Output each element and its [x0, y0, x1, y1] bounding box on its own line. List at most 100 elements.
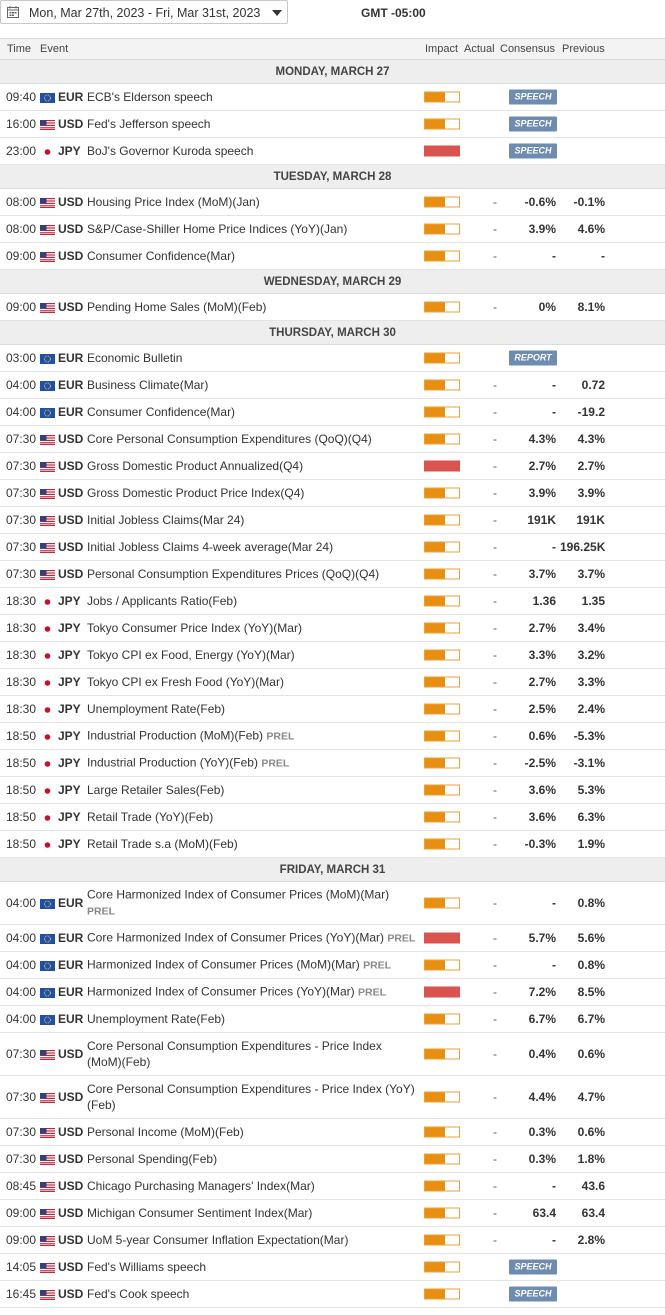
event-name[interactable]: Gross Domestic Product Annualized(Q4): [87, 458, 417, 474]
event-name[interactable]: Industrial Production (YoY)(Feb) PREL: [87, 755, 417, 772]
event-name[interactable]: Housing Price Index (MoM)(Jan): [87, 194, 417, 210]
event-name[interactable]: Fed's Cook speech: [87, 1286, 417, 1302]
event-name[interactable]: Core Harmonized Index of Consumer Prices…: [87, 930, 417, 947]
event-title[interactable]: ECB's Elderson speech: [87, 90, 213, 104]
event-title[interactable]: Core Personal Consumption Expenditures (…: [87, 432, 372, 446]
event-name[interactable]: Unemployment Rate(Feb): [87, 701, 417, 717]
event-title[interactable]: Initial Jobless Claims 4-week average(Ma…: [87, 540, 334, 554]
table-row[interactable]: 08:00 USD S&P/Case-Shiller Home Price Indi…: [0, 216, 665, 243]
table-row[interactable]: 04:00 EUR Harmonized Index of Consumer Pri…: [0, 952, 665, 979]
event-title[interactable]: BoJ's Governor Kuroda speech: [87, 144, 254, 158]
event-name[interactable]: Personal Consumption Expenditures Prices…: [87, 566, 417, 582]
table-row[interactable]: 09:00 USD UoM 5-year Consumer Inflation Ex…: [0, 1227, 665, 1254]
event-name[interactable]: Retail Trade s.a (MoM)(Feb): [87, 836, 417, 852]
event-name[interactable]: Core Personal Consumption Expenditures (…: [87, 431, 417, 447]
table-row[interactable]: 04:00 EUR Unemployment Rate(Feb) - 6.7% 6.7%: [0, 1006, 665, 1033]
table-row[interactable]: 09:00 USD Consumer Confidence(Mar) - - -: [0, 243, 665, 270]
table-row[interactable]: 04:00 EUR Consumer Confidence(Mar) - - -19.2: [0, 399, 665, 426]
table-row[interactable]: 04:00 EUR Core Harmonized Index of Consume…: [0, 925, 665, 952]
event-name[interactable]: Personal Income (MoM)(Feb): [87, 1124, 417, 1140]
event-title[interactable]: Harmonized Index of Consumer Prices (MoM…: [87, 957, 360, 972]
event-title[interactable]: Core Personal Consumption Expenditures -…: [87, 1082, 415, 1112]
event-title[interactable]: Consumer Confidence(Mar): [87, 249, 236, 263]
table-row[interactable]: 07:30 USD Core Personal Consumption Expend…: [0, 1076, 665, 1119]
speech-badge[interactable]: SPEECH: [509, 1259, 557, 1275]
event-name[interactable]: Harmonized Index of Consumer Prices (YoY…: [87, 984, 417, 1001]
event-name[interactable]: Core Harmonized Index of Consumer Prices…: [87, 887, 417, 920]
event-title[interactable]: Harmonized Index of Consumer Prices (YoY…: [87, 984, 355, 999]
event-name[interactable]: Business Climate(Mar): [87, 377, 417, 393]
event-title[interactable]: Initial Jobless Claims(Mar 24): [87, 513, 245, 527]
event-name[interactable]: Personal Spending(Feb): [87, 1151, 417, 1167]
event-name[interactable]: Consumer Confidence(Mar): [87, 404, 417, 420]
event-name[interactable]: Core Personal Consumption Expenditures -…: [87, 1038, 417, 1070]
table-row[interactable]: 04:00 EUR Harmonized Index of Consumer Pri…: [0, 979, 665, 1006]
event-title[interactable]: Core Harmonized Index of Consumer Prices…: [87, 930, 384, 945]
event-name[interactable]: Harmonized Index of Consumer Prices (MoM…: [87, 957, 417, 974]
event-title[interactable]: Pending Home Sales (MoM)(Feb): [87, 300, 267, 314]
event-title[interactable]: Industrial Production (YoY)(Feb): [87, 755, 258, 770]
table-row[interactable]: 07:30 USD Gross Domestic Product Annualize…: [0, 453, 665, 480]
table-row[interactable]: 07:30 USD Gross Domestic Product Price Ind…: [0, 480, 665, 507]
table-row[interactable]: 09:00 USD Michigan Consumer Sentiment Inde…: [0, 1200, 665, 1227]
event-title[interactable]: Business Climate(Mar): [87, 378, 209, 392]
event-name[interactable]: ECB's Elderson speech: [87, 89, 417, 105]
event-name[interactable]: UoM 5-year Consumer Inflation Expectatio…: [87, 1232, 417, 1248]
event-name[interactable]: Industrial Production (MoM)(Feb) PREL: [87, 728, 417, 745]
table-row[interactable]: 04:00 EUR Core Harmonized Index of Consume…: [0, 882, 665, 925]
event-title[interactable]: Chicago Purchasing Managers' Index(Mar): [87, 1179, 315, 1193]
event-title[interactable]: S&P/Case-Shiller Home Price Indices (YoY…: [87, 222, 348, 236]
event-title[interactable]: Jobs / Applicants Ratio(Feb): [87, 594, 238, 608]
table-row[interactable]: 18:50 JPY Industrial Production (YoY)(Feb)…: [0, 750, 665, 777]
event-name[interactable]: Unemployment Rate(Feb): [87, 1011, 417, 1027]
event-name[interactable]: Economic Bulletin: [87, 350, 417, 366]
event-title[interactable]: Housing Price Index (MoM)(Jan): [87, 195, 260, 209]
table-row[interactable]: 07:30 USD Core Personal Consumption Expend…: [0, 426, 665, 453]
table-row[interactable]: 09:00 USD Pending Home Sales (MoM)(Feb) - 0%…: [0, 294, 665, 321]
event-name[interactable]: BoJ's Governor Kuroda speech: [87, 143, 417, 159]
event-name[interactable]: Tokyo CPI ex Food, Energy (YoY)(Mar): [87, 647, 417, 663]
speech-badge[interactable]: SPEECH: [509, 89, 557, 105]
event-name[interactable]: Jobs / Applicants Ratio(Feb): [87, 593, 417, 609]
event-title[interactable]: Unemployment Rate(Feb): [87, 702, 226, 716]
table-row[interactable]: 09:40 EUR ECB's Elderson speech SPEECH: [0, 84, 665, 111]
table-row[interactable]: 03:00 EUR Economic Bulletin REPORT: [0, 345, 665, 372]
event-title[interactable]: Consumer Confidence(Mar): [87, 405, 236, 419]
table-row[interactable]: 23:00 JPY BoJ's Governor Kuroda speech SPEE…: [0, 138, 665, 165]
chevron-down-icon[interactable]: [272, 10, 282, 16]
event-title[interactable]: Retail Trade s.a (MoM)(Feb): [87, 837, 238, 851]
event-name[interactable]: Gross Domestic Product Price Index(Q4): [87, 485, 417, 501]
table-row[interactable]: 07:30 USD Initial Jobless Claims 4-week av…: [0, 534, 665, 561]
table-row[interactable]: 18:30 JPY Tokyo Consumer Price Index (YoY)…: [0, 615, 665, 642]
report-badge[interactable]: REPORT: [509, 350, 557, 366]
event-title[interactable]: Tokyo CPI ex Food, Energy (YoY)(Mar): [87, 648, 295, 662]
event-title[interactable]: Gross Domestic Product Annualized(Q4): [87, 459, 304, 473]
table-row[interactable]: 18:30 JPY Tokyo CPI ex Food, Energy (YoY)(…: [0, 642, 665, 669]
table-row[interactable]: 18:30 JPY Unemployment Rate(Feb) - 2.5% 2.4%: [0, 696, 665, 723]
event-name[interactable]: Fed's Jefferson speech: [87, 116, 417, 132]
speech-badge[interactable]: SPEECH: [509, 1286, 557, 1302]
event-name[interactable]: Michigan Consumer Sentiment Index(Mar): [87, 1205, 417, 1221]
table-row[interactable]: 07:30 USD Personal Consumption Expenditure…: [0, 561, 665, 588]
speech-badge[interactable]: SPEECH: [509, 143, 557, 159]
event-title[interactable]: Tokyo CPI ex Fresh Food (YoY)(Mar): [87, 675, 284, 689]
event-title[interactable]: Large Retailer Sales(Feb): [87, 783, 225, 797]
table-row[interactable]: 18:30 JPY Tokyo CPI ex Fresh Food (YoY)(Ma…: [0, 669, 665, 696]
table-row[interactable]: 18:50 JPY Retail Trade s.a (MoM)(Feb) - -0.3…: [0, 831, 665, 858]
event-title[interactable]: Gross Domestic Product Price Index(Q4): [87, 486, 305, 500]
event-name[interactable]: Core Personal Consumption Expenditures -…: [87, 1081, 417, 1113]
table-row[interactable]: 07:30 USD Personal Spending(Feb) - 0.3% 1.8%: [0, 1146, 665, 1173]
event-title[interactable]: Personal Spending(Feb): [87, 1152, 218, 1166]
event-name[interactable]: Tokyo CPI ex Fresh Food (YoY)(Mar): [87, 674, 417, 690]
event-title[interactable]: Fed's Williams speech: [87, 1260, 206, 1274]
table-row[interactable]: 07:30 USD Core Personal Consumption Expend…: [0, 1033, 665, 1076]
event-title[interactable]: UoM 5-year Consumer Inflation Expectatio…: [87, 1233, 349, 1247]
date-range-picker[interactable]: Mon, Mar 27th, 2023 - Fri, Mar 31st, 202…: [0, 0, 288, 24]
event-title[interactable]: Michigan Consumer Sentiment Index(Mar): [87, 1206, 313, 1220]
event-title[interactable]: Tokyo Consumer Price Index (YoY)(Mar): [87, 621, 302, 635]
event-title[interactable]: Personal Consumption Expenditures Prices…: [87, 567, 380, 581]
table-row[interactable]: 18:50 JPY Retail Trade (YoY)(Feb) - 3.6% 6.3%: [0, 804, 665, 831]
event-name[interactable]: Initial Jobless Claims 4-week average(Ma…: [87, 539, 417, 555]
speech-badge[interactable]: SPEECH: [509, 116, 557, 132]
table-row[interactable]: 18:30 JPY Jobs / Applicants Ratio(Feb) - 1.3…: [0, 588, 665, 615]
